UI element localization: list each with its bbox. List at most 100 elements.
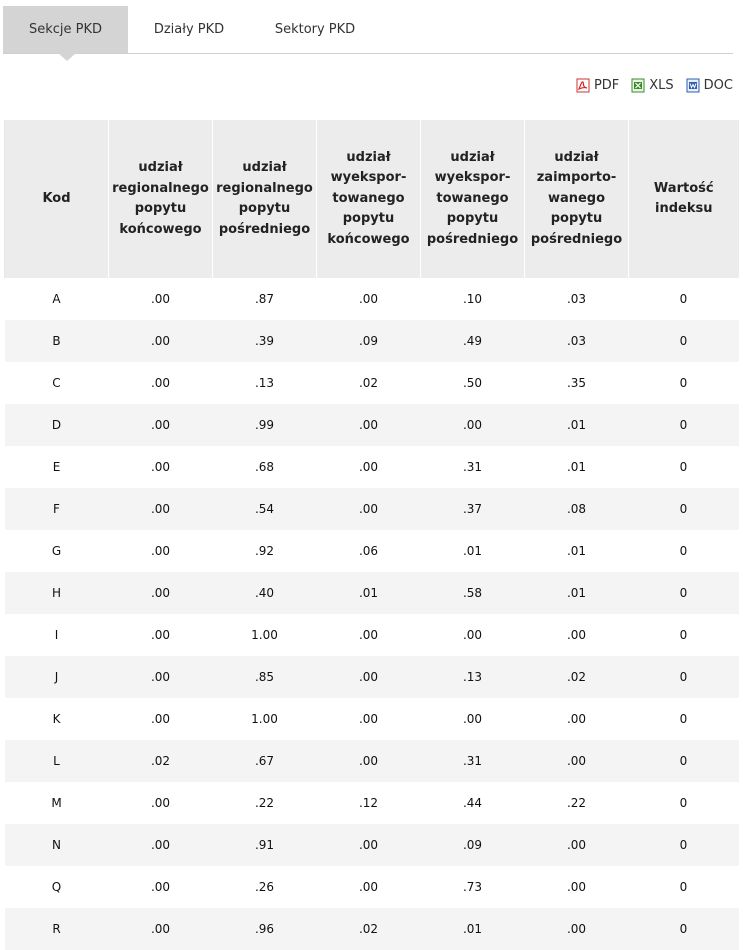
cell-value: .50 [420,362,525,404]
cell-kod: L [4,740,109,782]
cell-value: .40 [212,572,317,614]
cell-kod: I [4,614,109,656]
header-kod: Kod [4,120,109,278]
export-doc-label: DOC [703,77,733,93]
cell-value: .26 [212,866,317,908]
cell-kod: R [4,908,109,950]
header-text-line: popytu [446,211,499,227]
header-text-line: wyekspor- [434,170,511,186]
cell-value: .85 [212,656,317,698]
cell-kod: F [4,488,109,530]
cell-value: .00 [108,278,213,320]
cell-value: .09 [420,824,525,866]
header-text-line: regionalnego [112,180,209,196]
cell-value: .03 [524,278,629,320]
cell-value: .31 [420,446,525,488]
cell-value: 0 [628,446,739,488]
cell-value: .54 [212,488,317,530]
table-row: C .00.13.02.50.35 0 [4,362,739,404]
cell-value: .00 [108,572,213,614]
cell-value: .02 [316,908,421,950]
cell-value: .00 [420,404,525,446]
cell-value: 0 [628,866,739,908]
cell-value: 1.00 [212,614,317,656]
cell-value: .49 [420,320,525,362]
header-text-line: udział [450,149,495,165]
cell-value: .00 [316,614,421,656]
cell-value: 0 [628,572,739,614]
header-text-line: udział [138,160,183,175]
cell-value: 1.00 [212,698,317,740]
header-text-line: wanego [547,190,606,206]
cell-value: .00 [524,866,629,908]
cell-value: .12 [316,782,421,824]
header-text-line: popytu [550,211,603,227]
cell-value: .00 [524,740,629,782]
cell-value: .00 [420,614,525,656]
header-text-line: Wartość [653,180,714,196]
header-text-line: indeksu [655,201,713,216]
cell-kod: N [4,824,109,866]
header-text-line: regionalnego [216,180,313,196]
cell-value: 0 [628,740,739,782]
cell-value: .02 [108,740,213,782]
cell-value: .99 [212,404,317,446]
cell-value: .39 [212,320,317,362]
cell-value: .00 [316,740,421,782]
cell-kod: K [4,698,109,740]
cell-value: 0 [628,320,739,362]
excel-icon [631,78,645,92]
header-text-line: pośredniego [218,221,311,237]
cell-value: .01 [524,404,629,446]
export-doc-link[interactable]: DOC [686,78,733,93]
cell-value: .10 [420,278,525,320]
header-udzial-wyeksportowanego-popytu-koncowego: udział wyekspor-towanego popytu końcowego [316,120,421,278]
table-row: E .00.68.00.31.01 0 [4,446,739,488]
tab-label: Sekcje PKD [28,22,103,37]
cell-value: .91 [212,824,317,866]
word-icon [686,78,700,92]
cell-value: 0 [628,656,739,698]
header-text-line: popytu [238,201,291,216]
header-text-line: udział [554,149,599,165]
cell-value: .87 [212,278,317,320]
header-text-line: udział [346,149,391,165]
export-xls-link[interactable]: XLS [631,78,674,93]
header-text-line: wyekspor- [330,170,407,186]
cell-value: .96 [212,908,317,950]
cell-value: .35 [524,362,629,404]
cell-value: .37 [420,488,525,530]
cell-value: .00 [108,530,213,572]
cell-kod: B [4,320,109,362]
cell-value: .44 [420,782,525,824]
export-pdf-link[interactable]: PDF [576,78,619,93]
cell-value: .00 [108,488,213,530]
cell-value: .00 [316,278,421,320]
cell-value: 0 [628,824,739,866]
cell-value: .00 [316,656,421,698]
tab-dzialy-pkd[interactable]: Działy PKD [128,6,250,53]
cell-kod: J [4,656,109,698]
cell-kod: A [4,278,109,320]
cell-kod: H [4,572,109,614]
tab-sektory-pkd[interactable]: Sektory PKD [250,6,380,53]
tab-sekcje-pkd[interactable]: Sekcje PKD [3,6,128,53]
cell-kod: D [4,404,109,446]
cell-value: .00 [108,614,213,656]
table-row: H .00.40.01.58.01 0 [4,572,739,614]
cell-value: .00 [524,908,629,950]
cell-kod: Q [4,866,109,908]
header-text-line: pośredniego [530,231,623,247]
cell-kod: M [4,782,109,824]
cell-value: 0 [628,278,739,320]
cell-value: .01 [524,530,629,572]
cell-value: .08 [524,488,629,530]
table-row: G .00.92.06.01.01 0 [4,530,739,572]
cell-value: .01 [420,908,525,950]
table-row: J .00.85.00.13.02 0 [4,656,739,698]
header-wartosc-indeksu: Wartość indeksu [628,120,739,278]
table-row: A .00.87.00.10.03 0 [4,278,739,320]
cell-value: .00 [316,446,421,488]
cell-value: .00 [108,656,213,698]
cell-kod: C [4,362,109,404]
